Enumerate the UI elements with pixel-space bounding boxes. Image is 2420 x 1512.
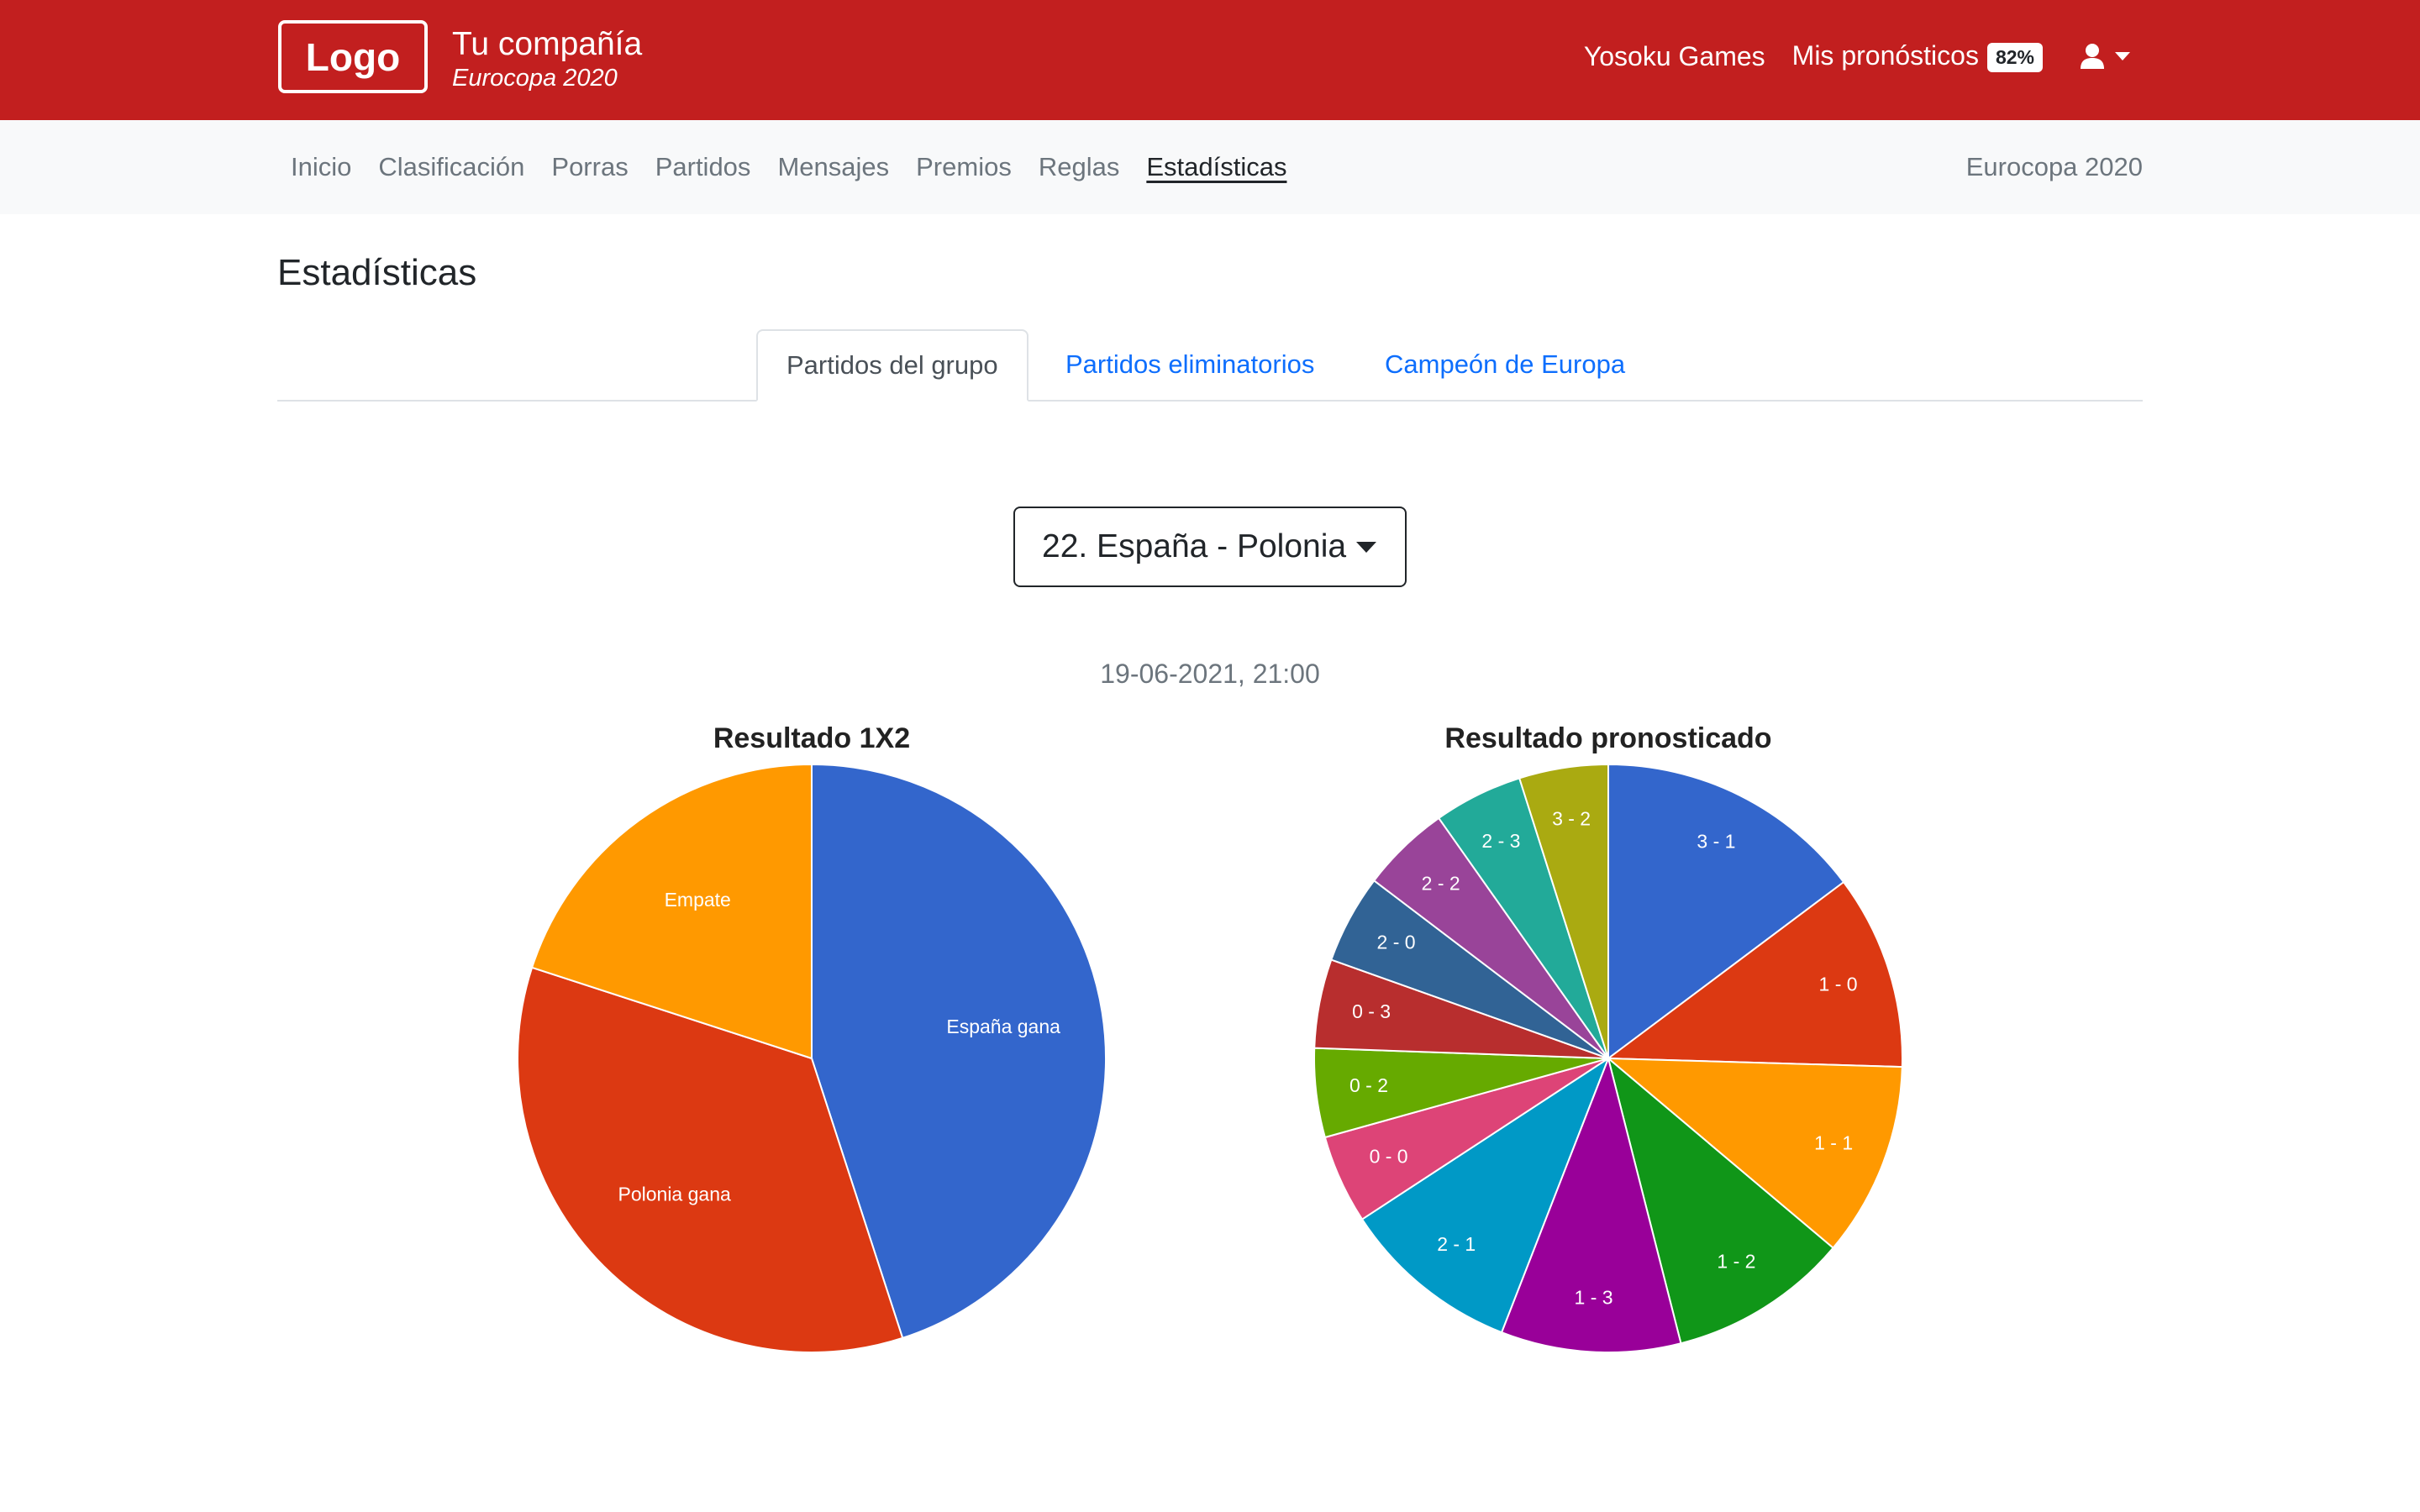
- match-date: 19-06-2021, 21:00: [1100, 659, 1320, 689]
- predictions-badge: 82%: [1986, 43, 2043, 73]
- nav-item-1[interactable]: Clasificación: [378, 152, 525, 181]
- my-predictions-label: Mis pronósticos: [1791, 40, 1979, 71]
- pie-slice-label: 1 - 1: [1814, 1131, 1853, 1153]
- pie-slice[interactable]: [1360, 1056, 1611, 1334]
- pie-slice-label: 0 - 0: [1370, 1146, 1408, 1168]
- user-menu-toggle[interactable]: [2080, 43, 2130, 70]
- main-nav: Inicio Clasificación Porras Partidos Mensaje…: [0, 120, 2420, 214]
- pie-slice-label: España gana: [946, 1016, 1060, 1037]
- company-subtitle: Eurocopa 2020: [452, 65, 618, 92]
- pie-slice[interactable]: [1500, 1055, 1682, 1353]
- pie-slice[interactable]: [1607, 1056, 1834, 1345]
- nav-items: Inicio Clasificación Porras Partidos Mensaje…: [277, 152, 1300, 182]
- pie-slice[interactable]: [811, 764, 1107, 1340]
- nav-item-7[interactable]: Estadísticas: [1146, 152, 1287, 181]
- chart-title: Resultado 1X2: [713, 722, 911, 754]
- pie-chart-predicted-score: 3 - 1 1 - 0 1 - 1 1 - 2 1 - 3 2 - 1 0 - 0 0 - 2…: [1313, 764, 1903, 1353]
- nav-item-3[interactable]: Partidos: [655, 152, 751, 181]
- my-predictions-link[interactable]: Mis pronósticos 82%: [1791, 40, 2043, 73]
- pie-chart-1x2: España gana Polonia gana Empate: [517, 764, 1107, 1353]
- match-select-value: 22. España - Polonia: [1042, 528, 1347, 564]
- nav-item-2[interactable]: Porras: [551, 152, 629, 181]
- nav-item-4[interactable]: Mensajes: [777, 152, 890, 181]
- pie-slice-label: 3 - 2: [1552, 807, 1591, 829]
- pie-slice[interactable]: [1606, 880, 1903, 1068]
- match-select[interactable]: 22. España - Polonia: [1013, 507, 1407, 587]
- pie-slice[interactable]: [1606, 1057, 1903, 1250]
- nav-item-6[interactable]: Reglas: [1038, 152, 1120, 181]
- stats-tabs: Partidos del grupo Partidos eliminatorio…: [277, 329, 2143, 402]
- pie-slice[interactable]: [1607, 764, 1845, 1060]
- pie-slice-label: 1 - 3: [1575, 1287, 1613, 1309]
- company-name: Tu compañía: [452, 26, 643, 62]
- pie-slice-label: 2 - 0: [1377, 932, 1416, 953]
- pie-slice[interactable]: [1518, 764, 1609, 1059]
- pie-slice-label: Polonia gana: [618, 1183, 731, 1205]
- pie-slice-label: 0 - 3: [1352, 1000, 1391, 1022]
- tab-knockout-matches[interactable]: Partidos eliminatorios: [1065, 349, 1315, 379]
- nav-item-0[interactable]: Inicio: [291, 152, 352, 181]
- pie-slice-label: 1 - 0: [1819, 973, 1858, 995]
- chevron-down-icon: [1356, 542, 1376, 553]
- pie-slice[interactable]: [517, 966, 904, 1353]
- chart-1x2: Resultado 1X2 España gana Polonia gana Emp…: [492, 722, 1131, 1394]
- pie-slice-label: 0 - 2: [1349, 1074, 1388, 1096]
- pie-slice-label: Empate: [665, 889, 731, 911]
- tournament-label: Eurocopa 2020: [1965, 152, 2143, 181]
- logo[interactable]: Logo: [278, 20, 428, 93]
- nav-item-5[interactable]: Premios: [916, 152, 1012, 181]
- tab-european-champion[interactable]: Campeón de Europa: [1385, 349, 1626, 379]
- chart-predicted-score: Resultado pronosticado 3 - 1 1 - 0 1 - 1 1 …: [1289, 722, 1928, 1394]
- games-link[interactable]: Yosoku Games: [1583, 40, 1765, 71]
- chevron-down-icon: [2115, 52, 2130, 61]
- pie-slice-label: 2 - 1: [1437, 1233, 1476, 1255]
- top-bar: Logo Tu compañía Eurocopa 2020 Yosoku Ga…: [0, 0, 2420, 120]
- pie-slice-label: 2 - 2: [1422, 873, 1460, 895]
- user-icon: [2081, 44, 2104, 70]
- pie-slice-label: 3 - 1: [1697, 830, 1735, 852]
- company-block: Tu compañía Eurocopa 2020: [452, 25, 642, 92]
- pie-slice-label: 2 - 3: [1481, 830, 1520, 852]
- pie-slice[interactable]: [530, 764, 813, 1060]
- tab-group-matches[interactable]: Partidos del grupo: [756, 329, 1028, 402]
- page-title: Estadísticas: [277, 252, 477, 293]
- chart-title: Resultado pronosticado: [1444, 722, 1772, 754]
- pie-slice-label: 1 - 2: [1717, 1250, 1755, 1272]
- top-nav: Yosoku Games Mis pronósticos 82%: [1557, 40, 2130, 73]
